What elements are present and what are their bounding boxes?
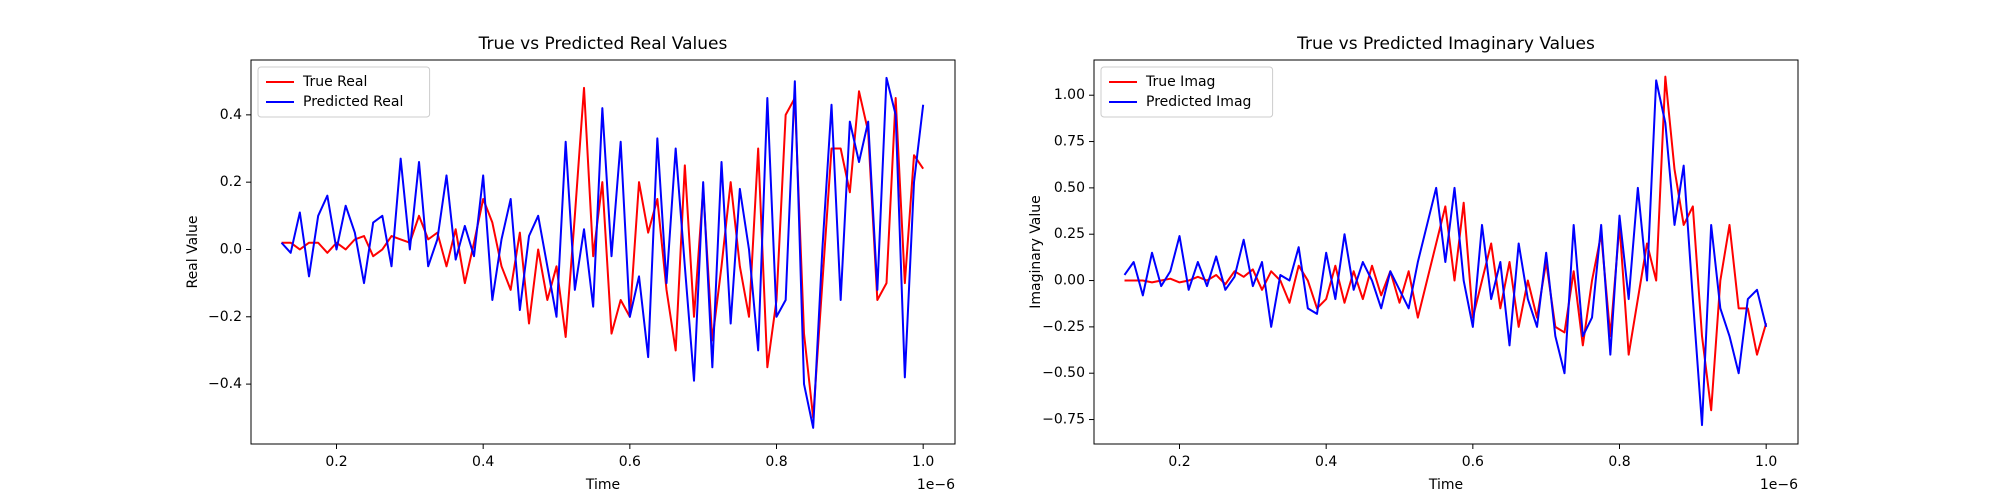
data-line: [1124, 75, 1768, 412]
data-line: [1123, 79, 1768, 427]
legend-label: True Real: [302, 74, 367, 90]
data-line: [281, 86, 924, 419]
y-axis-label: Real Value: [185, 215, 201, 288]
x-tick-label: 1.0: [1755, 454, 1777, 470]
x-tick-label: 0.6: [619, 454, 641, 470]
axes-frame: [250, 59, 956, 445]
x-tick-label: 0.2: [325, 454, 347, 470]
legend-frame: [257, 66, 431, 118]
y-tick-label: 0.0: [220, 241, 242, 257]
x-tick-label: 0.8: [765, 454, 787, 470]
legend: True Real Predicted Real: [257, 66, 431, 118]
x-tick-label: 0.4: [472, 454, 494, 470]
data-line: [280, 76, 925, 429]
axes: True vs Predicted Real Values 0.2 0.4 0.6 0.…: [185, 34, 956, 493]
x-tick-label: 0.2: [1168, 454, 1190, 470]
y-tick-label: 0.25: [1054, 226, 1085, 242]
y-tick-label: −0.2: [208, 309, 242, 325]
axes-title: True vs Predicted Imaginary Values: [1296, 34, 1595, 54]
y-tick-label: −0.4: [208, 376, 242, 392]
x-tick-label: 0.8: [1608, 454, 1630, 470]
legend-frame: [1100, 66, 1274, 118]
x-axis-label: Time: [585, 477, 620, 493]
legend-label: Predicted Real: [303, 94, 403, 110]
y-axis-label: Imaginary Value: [1028, 195, 1044, 309]
y-tick-label: 0.4: [220, 107, 242, 123]
legend-label: True Imag: [1145, 74, 1215, 90]
y-tick-label: −0.50: [1042, 365, 1085, 381]
y-tick-label: 0.50: [1054, 180, 1085, 196]
legend-label: Predicted Imag: [1146, 94, 1251, 110]
y-tick-label: 0.2: [220, 174, 242, 190]
y-tick-label: 0.00: [1054, 273, 1085, 289]
axes-frame: [1093, 59, 1799, 445]
x-tick-label: 0.4: [1315, 454, 1337, 470]
y-tick-label: −0.25: [1042, 319, 1085, 335]
y-tick-label: −0.75: [1042, 412, 1085, 428]
y-tick-label: 1.00: [1054, 87, 1085, 103]
x-axis-label: Time: [1428, 477, 1463, 493]
axes-title: True vs Predicted Real Values: [478, 34, 728, 54]
x-tick-label: 0.6: [1462, 454, 1484, 470]
y-tick-label: 0.75: [1054, 134, 1085, 150]
legend: True Imag Predicted Imag: [1100, 66, 1274, 118]
axes: True vs Predicted Imaginary Values 0.2 0.4…: [1028, 34, 1799, 493]
x-offset-label: 1e−6: [917, 477, 955, 493]
x-tick-label: 1.0: [912, 454, 934, 470]
x-offset-label: 1e−6: [1760, 477, 1798, 493]
